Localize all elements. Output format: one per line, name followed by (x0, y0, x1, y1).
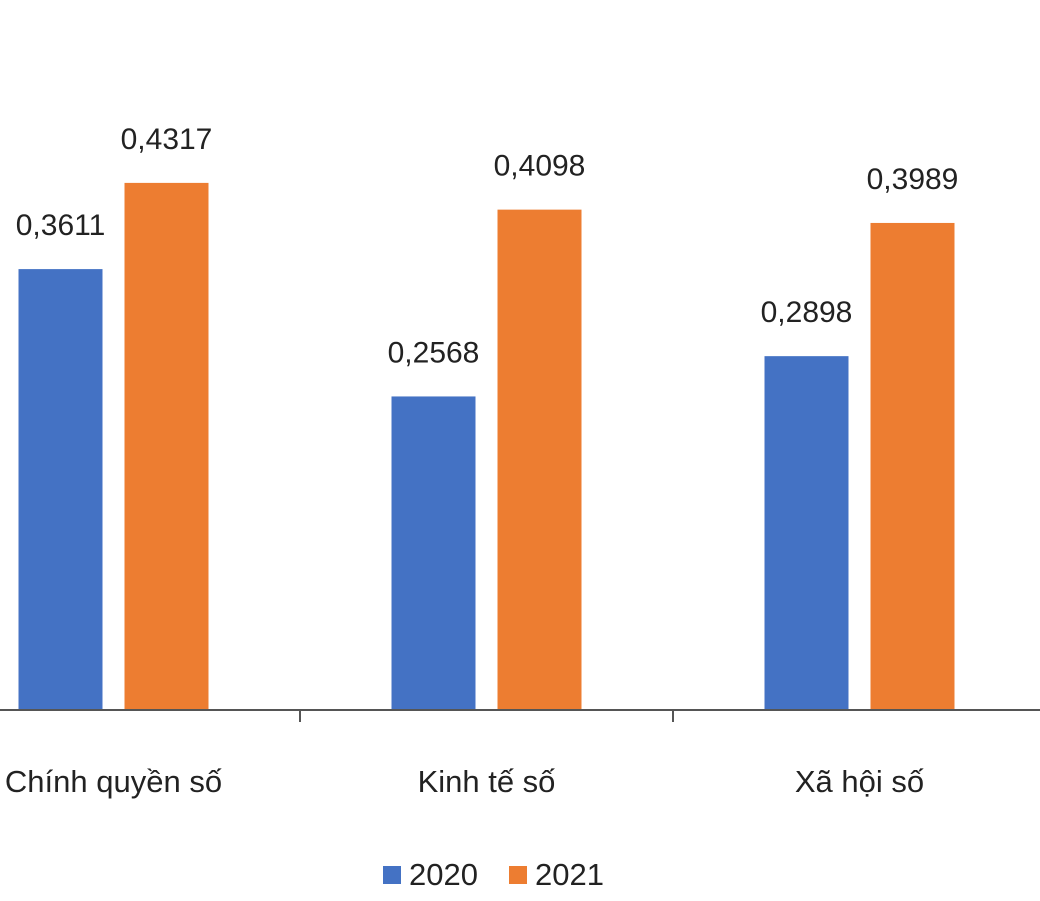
bars-layer (18, 182, 955, 711)
data-label-2020-1: 0,2568 (388, 336, 480, 369)
data-label-2021-1: 0,4098 (494, 150, 586, 183)
legend: 2020 2021 (383, 857, 604, 892)
legend-label-2021: 2021 (535, 857, 604, 892)
category-label-2: Xã hội số (795, 764, 924, 799)
bar-2021-2 (870, 222, 955, 710)
data-label-2020-2: 0,2898 (761, 296, 853, 329)
legend-label-2020: 2020 (409, 857, 478, 892)
data-label-2021-0: 0,4317 (121, 123, 213, 156)
legend-swatch-2020 (383, 866, 401, 884)
data-label-2020-0: 0,3611 (16, 209, 106, 242)
bar-2020-0 (18, 269, 103, 710)
legend-swatch-2021 (509, 866, 527, 884)
bar-2021-1 (497, 209, 582, 710)
category-label-0: Chính quyền số (5, 764, 222, 799)
data-labels-layer: 0,3611 0,4317 0,2568 0,4098 0,2898 0,3989 (16, 123, 959, 370)
category-labels-layer: Chính quyền số Kinh tế số Xã hội số (5, 764, 924, 799)
data-label-2021-2: 0,3989 (867, 163, 959, 196)
bar-2020-1 (391, 396, 476, 710)
bar-2020-2 (764, 356, 849, 710)
bar-2021-0 (124, 182, 209, 711)
x-axis-ticks (299, 710, 674, 722)
category-label-1: Kinh tế số (418, 764, 556, 799)
